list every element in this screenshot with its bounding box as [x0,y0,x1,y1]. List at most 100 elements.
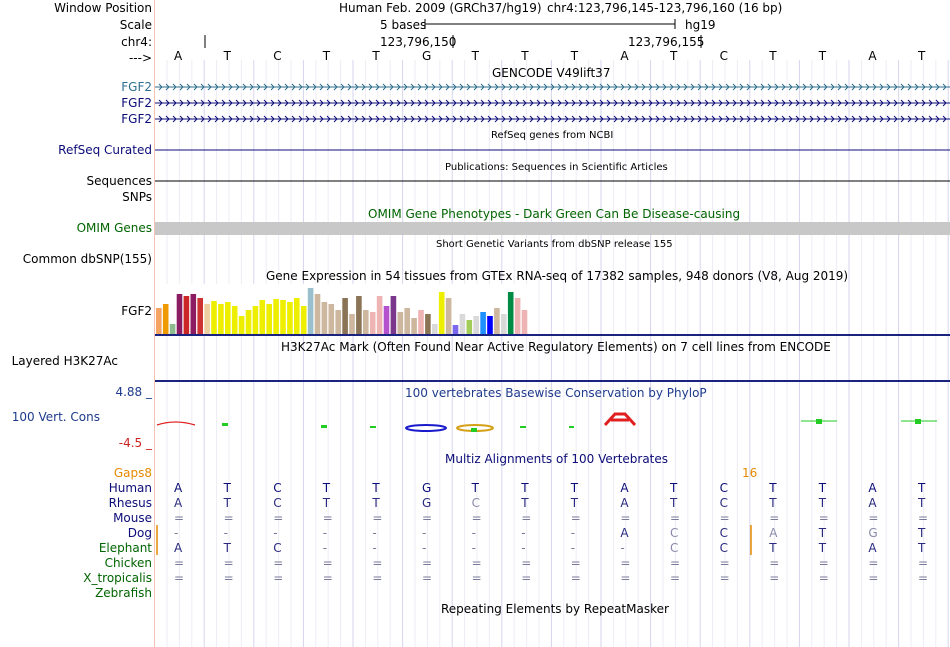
gencode-gene-label-3[interactable]: FGF2 [121,112,152,126]
gtex-bar-24[interactable] [314,294,321,334]
gtex-bar-2[interactable] [162,304,169,334]
chevron-2 [312,99,317,107]
gtex-bar-7[interactable] [197,298,203,334]
gtex-bar-51[interactable] [501,314,507,334]
gtex-bar-11[interactable] [225,302,231,334]
omim-gene-bar[interactable] [155,222,950,235]
gtex-bar-48[interactable] [480,312,486,334]
gtex-bar-23[interactable] [307,288,314,334]
phylop-signal[interactable] [156,412,937,432]
gtex-bar-39[interactable] [418,310,424,334]
gtex-bar-40[interactable] [425,314,431,334]
cons-track-label[interactable]: 100 Vert. Cons [11,410,100,424]
gtex-bar-8[interactable] [204,304,210,334]
gtex-bar-3[interactable] [169,324,176,334]
h3k27ac-title[interactable]: H3K27Ac Mark (Often Found Near Active Re… [281,340,831,354]
gtex-bar-14[interactable] [245,310,252,334]
gtex-bar-26[interactable] [328,304,335,334]
chevron-3 [879,115,884,123]
gtex-bar-41[interactable] [432,324,438,334]
species-label-x_tropicalis[interactable]: X_tropicalis [83,571,152,585]
gtex-bar-27[interactable] [335,310,341,334]
gtex-bar-10[interactable] [218,304,224,334]
gtex-gene-label[interactable]: FGF2 [121,304,152,318]
snps-label[interactable]: SNPs [122,190,152,204]
gtex-bar-29[interactable] [349,314,355,334]
sequences-label[interactable]: Sequences [86,174,152,188]
gtex-bar-5[interactable] [183,296,190,334]
gtex-bar-20[interactable] [287,302,293,334]
dbsnp-title[interactable]: Short Genetic Variants from dbSNP releas… [436,239,673,250]
species-label-mouse[interactable]: Mouse [113,511,152,525]
align-human-12: C [719,481,728,495]
gtex-bar-32[interactable] [369,312,376,334]
gtex-bar-47[interactable] [473,316,479,334]
gencode-gene-label-1[interactable]: FGF2 [121,80,152,94]
gtex-bar-52[interactable] [507,292,514,334]
gtex-bar-46[interactable] [466,320,473,334]
gtex-bar-17[interactable] [266,304,272,334]
gtex-bar-34[interactable] [383,306,390,334]
chevron-3 [417,115,422,123]
species-label-rhesus[interactable]: Rhesus [108,496,152,510]
species-label-dog[interactable]: Dog [127,526,152,540]
gtex-bar-22[interactable] [300,306,307,334]
species-label-chicken[interactable]: Chicken [104,556,152,570]
multiz-title[interactable]: Multiz Alignments of 100 Vertebrates [445,452,669,466]
refseq-title[interactable]: RefSeq genes from NCBI [491,130,614,141]
gtex-bar-4[interactable] [176,294,183,334]
refseq-label[interactable]: RefSeq Curated [58,143,152,157]
gtex-bar-33[interactable] [376,296,383,334]
species-label-elephant[interactable]: Elephant [98,541,152,555]
gtex-bar-25[interactable] [321,302,328,334]
common-dbsnp-label[interactable]: Common dbSNP(155) [22,252,152,266]
chevron-3 [445,115,450,123]
species-label-human[interactable]: Human [108,481,152,495]
publications-title[interactable]: Publications: Sequences in Scientific Ar… [445,162,668,173]
omim-label[interactable]: OMIM Genes [76,221,152,235]
gtex-bar-35[interactable] [390,296,397,334]
h3k27ac-label[interactable]: Layered H3K27Ac [11,354,118,368]
gtex-bar-chart[interactable] [155,284,532,334]
window-position-label[interactable]: Window Position [54,1,152,15]
chrom-label[interactable]: chr4: [121,35,152,49]
gencode-title[interactable]: GENCODE V49lift37 [492,66,611,80]
gtex-bar-18[interactable] [273,299,279,334]
gtex-bar-15[interactable] [252,306,259,334]
gtex-bar-28[interactable] [342,298,348,334]
gtex-bar-9[interactable] [211,301,217,334]
position-readout[interactable]: chr4:123,796,145-123,796,160 (16 bp) [547,1,783,15]
browser-image[interactable]: Human Feb. 2009 (GRCh37/hg19) chr4:123,7… [155,0,950,647]
gtex-bar-50[interactable] [494,308,500,334]
gtex-bar-49[interactable] [487,316,493,334]
scale-db: hg19 [685,18,716,32]
gencode-gene-label-2[interactable]: FGF2 [121,96,152,110]
gtex-bar-36[interactable] [397,312,404,334]
gtex-bar-53[interactable] [514,298,521,334]
species-label-zebrafish[interactable]: Zebrafish [95,586,152,600]
gtex-bar-54[interactable] [521,310,528,334]
gtex-bar-37[interactable] [404,308,410,334]
gtex-bar-43[interactable] [445,298,452,334]
gtex-bar-16[interactable] [259,300,266,334]
chevron-3 [620,115,625,123]
strand-arrow-label[interactable]: ---> [128,51,152,65]
omim-title[interactable]: OMIM Gene Phenotypes - Dark Green Can Be… [368,207,741,221]
phylop-title[interactable]: 100 vertebrates Basewise Conservation by… [405,386,707,400]
gtex-bar-45[interactable] [459,314,466,334]
gtex-bar-42[interactable] [438,292,445,334]
gtex-title[interactable]: Gene Expression in 54 tissues from GTEx … [266,269,849,283]
scale-label[interactable]: Scale [119,18,152,32]
gtex-bar-44[interactable] [452,325,459,334]
gtex-bar-31[interactable] [363,310,369,334]
repeatmasker-title[interactable]: Repeating Elements by RepeatMasker [441,602,669,616]
gtex-bar-19[interactable] [280,300,286,334]
gtex-bar-38[interactable] [411,318,417,334]
gtex-bar-13[interactable] [238,316,245,334]
gtex-bar-21[interactable] [294,298,300,334]
gtex-bar-1[interactable] [156,308,162,334]
gtex-bar-30[interactable] [356,296,362,334]
gtex-bar-6[interactable] [190,294,197,334]
gtex-bar-12[interactable] [231,306,238,334]
chevron-3 [508,115,513,123]
